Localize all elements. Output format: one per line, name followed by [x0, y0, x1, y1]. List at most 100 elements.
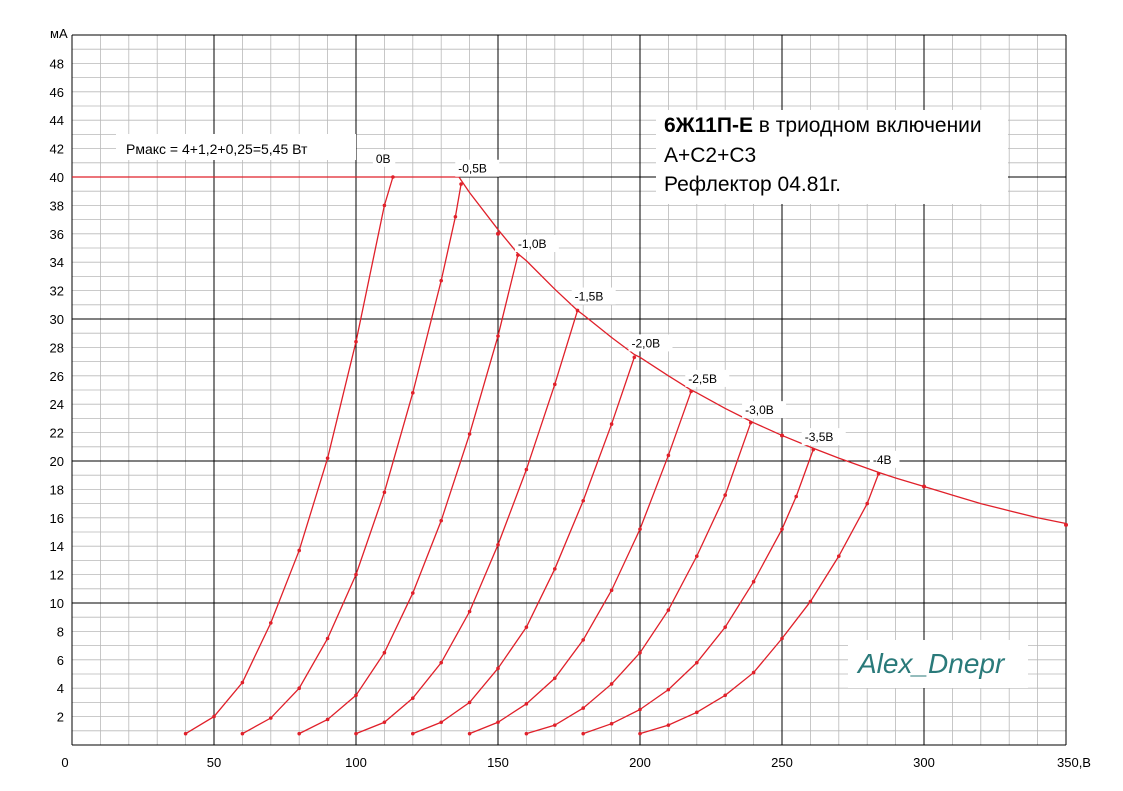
curve-point	[666, 723, 671, 727]
curve-label: -3,5В	[805, 430, 834, 444]
curve-point	[553, 567, 557, 571]
y-tick-label: 48	[50, 56, 64, 71]
curve-series	[354, 308, 580, 736]
curve-label: -1,5В	[575, 290, 604, 304]
curve-point	[297, 548, 302, 553]
curve-point	[325, 717, 330, 722]
curve-point	[751, 579, 756, 584]
curve-label-background	[742, 401, 787, 419]
author-background	[848, 640, 1028, 688]
curve-point	[297, 686, 302, 690]
pmax-point	[1064, 522, 1068, 527]
curve-label-background	[628, 334, 673, 352]
curve-point	[467, 731, 472, 736]
curve-line	[582, 449, 814, 735]
y-tick-label: 8	[57, 624, 64, 639]
curve-point	[751, 670, 756, 675]
curve-label-background	[685, 369, 730, 387]
curve-point	[876, 471, 881, 476]
curve-point	[183, 731, 188, 736]
curve-label: 0В	[376, 152, 391, 166]
pmax-point	[922, 484, 926, 489]
y-tick-label: 46	[50, 85, 64, 100]
y-tick-label: 42	[50, 142, 64, 157]
curve-point	[524, 702, 529, 706]
curve-point	[780, 636, 784, 641]
curve-point	[723, 693, 727, 698]
curve-point	[240, 680, 245, 685]
curve-point	[240, 731, 245, 736]
curve-point	[723, 625, 727, 629]
curve-line	[639, 473, 880, 735]
y-tick-label: 6	[57, 653, 64, 668]
curve-label: -2,5В	[688, 372, 717, 386]
curve-point	[439, 518, 444, 523]
curve-point	[666, 608, 671, 612]
curve-point	[411, 696, 415, 700]
author-signature: Alex_Dnepr	[858, 648, 1005, 679]
y-tick-label: 14	[50, 539, 64, 554]
plate-curves	[183, 175, 881, 736]
curve-point	[632, 355, 637, 360]
curve-point	[581, 706, 585, 710]
curve-point	[453, 214, 458, 219]
curve-point	[609, 682, 614, 686]
tube-mode: в триодном включении	[752, 114, 982, 137]
curve-label-background	[869, 450, 900, 468]
curve-point	[467, 609, 472, 614]
curve-point	[723, 493, 727, 497]
curve-point	[382, 720, 387, 725]
curve-point	[609, 588, 614, 593]
y-tick-label: 12	[50, 568, 64, 583]
curve-point	[666, 687, 671, 692]
x-tick-label: 350,В	[1057, 755, 1091, 770]
y-tick-label: 2	[57, 710, 64, 725]
pmax-point	[780, 433, 784, 438]
x-tick-label: 300	[913, 755, 935, 770]
y-tick-label: 38	[50, 198, 64, 213]
y-tick-label: 26	[50, 369, 64, 384]
curve-label: -3,0В	[745, 403, 774, 417]
curve-point	[865, 501, 869, 506]
curve-point	[689, 389, 693, 394]
curve-point	[553, 723, 557, 727]
curve-label: -0,5В	[458, 162, 487, 176]
curve-point	[695, 660, 699, 665]
x-tick-label: 50	[207, 755, 221, 770]
curve-point	[382, 650, 387, 655]
curve-point	[439, 660, 444, 665]
curve-point	[411, 591, 415, 595]
y-tick-label: 18	[50, 482, 64, 497]
curve-line	[298, 254, 519, 735]
y-tick-label: 28	[50, 340, 64, 355]
y-tick-label: 24	[50, 397, 64, 412]
curve-point	[638, 731, 642, 736]
y-tick-label: 10	[50, 596, 64, 611]
title-box	[656, 110, 1008, 204]
y-axis-unit-label: мА	[50, 26, 68, 41]
curve-series	[297, 253, 520, 736]
curve-point	[581, 498, 585, 503]
curve-point	[748, 420, 753, 425]
curve-point	[581, 731, 585, 736]
curve-line	[355, 310, 579, 735]
curve-series	[183, 175, 395, 736]
curve-point	[524, 731, 529, 736]
curve-point	[516, 253, 520, 257]
curve-point	[354, 339, 358, 344]
curve-point	[837, 554, 841, 558]
curve-point	[666, 453, 671, 458]
curve-label-background	[801, 428, 846, 446]
curve-point	[354, 572, 358, 577]
grid-major	[71, 34, 1067, 746]
curve-line	[412, 357, 635, 735]
curve-point	[325, 636, 330, 641]
curve-point	[638, 707, 642, 712]
pmax-formula: Pмакс = 4+1,2+0,25=5,45 Вт	[126, 141, 308, 157]
curve-point	[212, 714, 216, 719]
y-tick-label: 36	[50, 227, 64, 242]
y-tick-label: 30	[50, 312, 64, 327]
curve-point	[581, 638, 585, 642]
source-note: Рефлектор 04.81г.	[664, 173, 841, 196]
curve-point	[325, 456, 330, 460]
